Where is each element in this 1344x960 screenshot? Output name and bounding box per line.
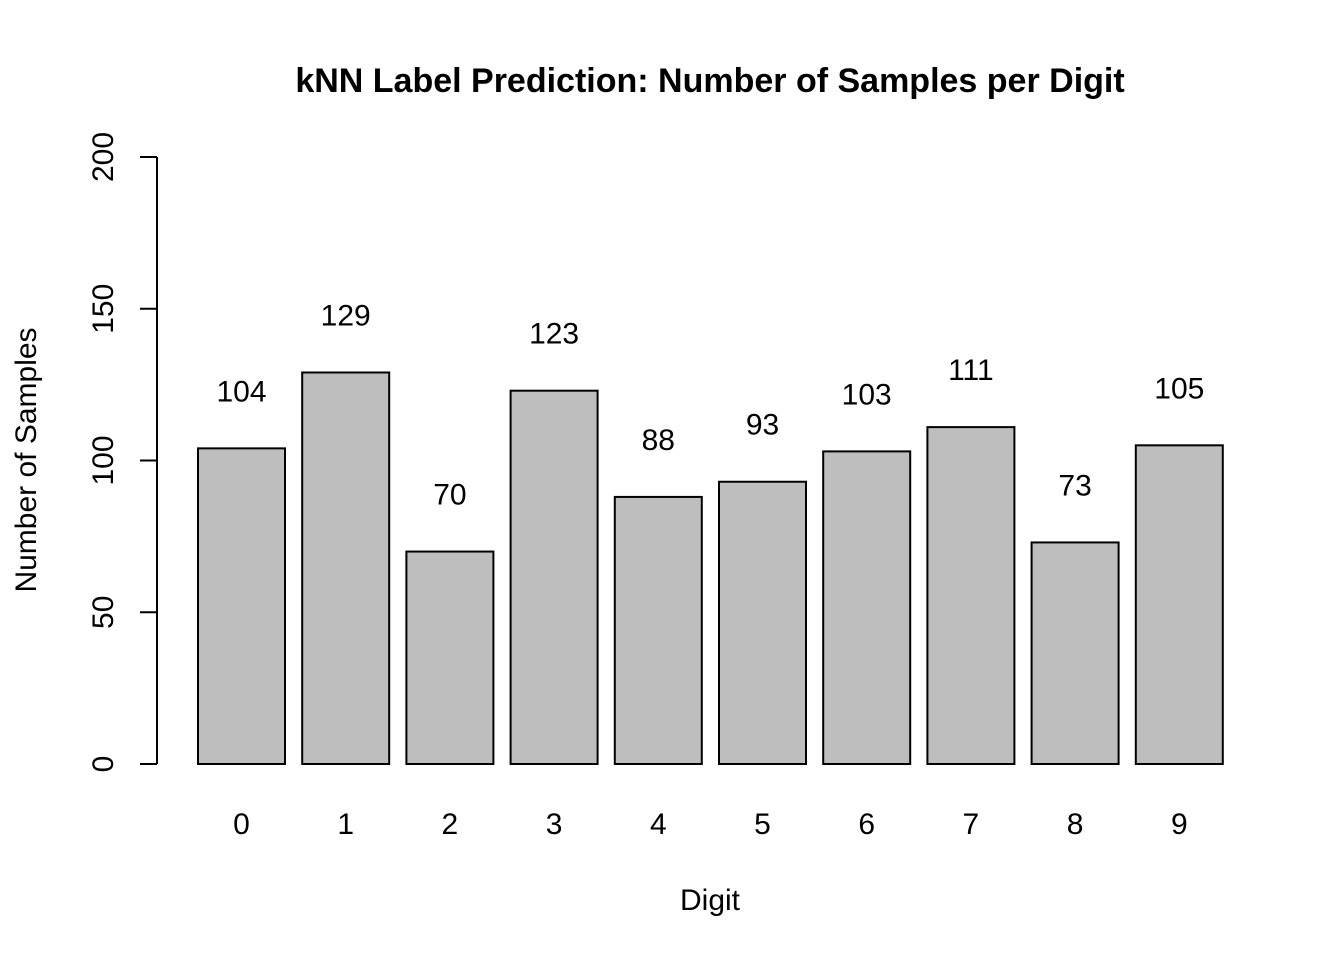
x-tick-label: 6 bbox=[858, 808, 875, 841]
y-tick-label: 200 bbox=[87, 132, 120, 182]
x-tick-label: 0 bbox=[233, 808, 250, 841]
y-tick-label: 100 bbox=[87, 435, 120, 485]
bar-value-label: 111 bbox=[948, 354, 994, 387]
x-tick-label: 3 bbox=[546, 808, 563, 841]
x-tick-label: 4 bbox=[650, 808, 667, 841]
x-axis-title: Digit bbox=[680, 884, 741, 917]
bar-digit-8 bbox=[1030, 541, 1120, 765]
bar-digit-2 bbox=[405, 550, 495, 765]
x-tick-label: 5 bbox=[754, 808, 771, 841]
bar-digit-3 bbox=[509, 389, 599, 765]
bar-value-label: 93 bbox=[746, 409, 779, 442]
bars-group bbox=[197, 371, 1224, 765]
y-tick-label: 0 bbox=[87, 756, 120, 773]
bar-digit-9 bbox=[1134, 444, 1224, 765]
bar-value-label: 73 bbox=[1058, 469, 1091, 502]
bar-value-label: 123 bbox=[529, 318, 579, 351]
bar-value-label: 129 bbox=[321, 299, 371, 332]
bar-digit-1 bbox=[301, 371, 391, 765]
x-tick-label: 9 bbox=[1171, 808, 1188, 841]
bar-digit-7 bbox=[926, 426, 1016, 765]
data-labels-group: 104 129 70 123 88 93 103 111 73 105 bbox=[216, 299, 1204, 511]
bar-value-label: 103 bbox=[842, 378, 892, 411]
y-axis: 0 50 100 150 200 bbox=[87, 132, 158, 773]
bar-value-label: 88 bbox=[642, 424, 675, 457]
bar-digit-6 bbox=[822, 450, 912, 765]
x-tick-label: 7 bbox=[963, 808, 980, 841]
y-tick-label: 50 bbox=[87, 596, 120, 629]
y-axis-title: Number of Samples bbox=[10, 327, 43, 592]
chart-title: kNN Label Prediction: Number of Samples … bbox=[295, 62, 1124, 100]
bar-value-label: 104 bbox=[216, 375, 266, 408]
x-tick-label: 8 bbox=[1067, 808, 1084, 841]
bar-value-label: 105 bbox=[1154, 372, 1204, 405]
bar-digit-4 bbox=[613, 495, 703, 765]
y-tick-label: 150 bbox=[87, 284, 120, 334]
x-tick-label: 1 bbox=[337, 808, 354, 841]
x-tick-labels-group: 0 1 2 3 4 5 6 7 8 9 bbox=[233, 808, 1187, 841]
bar-digit-0 bbox=[197, 447, 286, 765]
bar-digit-5 bbox=[718, 480, 807, 765]
x-tick-label: 2 bbox=[442, 808, 459, 841]
bar-value-label: 70 bbox=[433, 479, 466, 512]
